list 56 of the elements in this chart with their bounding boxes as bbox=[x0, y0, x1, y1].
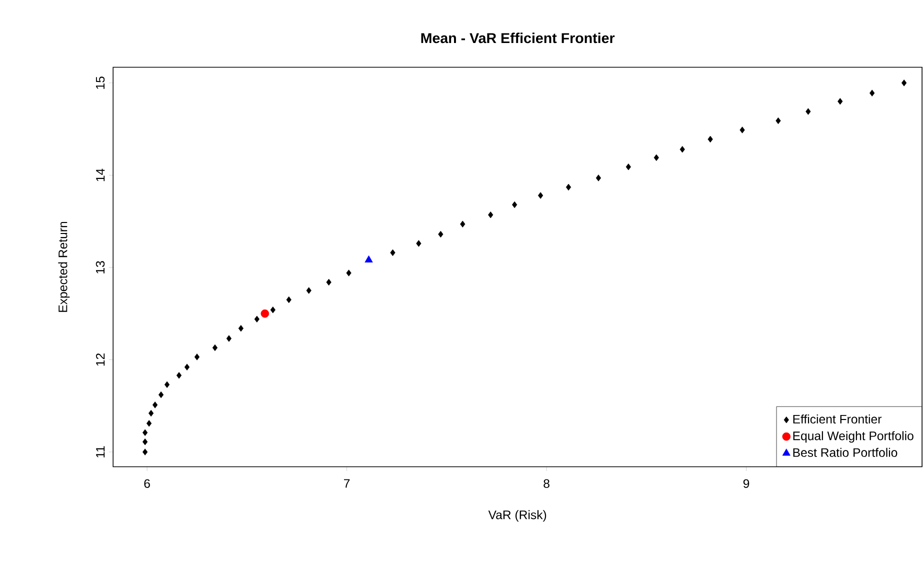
point bbox=[238, 325, 244, 332]
point bbox=[158, 392, 164, 398]
legend-label: Best Ratio Portfolio bbox=[793, 448, 898, 458]
point bbox=[838, 98, 843, 105]
point bbox=[148, 410, 154, 417]
y-tick-label: 15 bbox=[96, 76, 105, 90]
point bbox=[142, 438, 148, 446]
point bbox=[596, 174, 602, 182]
point bbox=[176, 372, 182, 379]
point bbox=[286, 296, 292, 304]
point bbox=[512, 202, 518, 208]
point bbox=[146, 420, 152, 427]
point bbox=[326, 279, 332, 286]
legend-label: Equal Weight Portfolio bbox=[793, 431, 914, 443]
point bbox=[184, 364, 190, 371]
point bbox=[680, 146, 685, 153]
point bbox=[416, 240, 422, 248]
x-tick-label: 7 bbox=[344, 479, 350, 488]
point bbox=[901, 80, 907, 86]
point bbox=[164, 381, 170, 388]
point bbox=[260, 310, 270, 318]
x-tick-label: 9 bbox=[743, 479, 750, 488]
point bbox=[626, 164, 631, 170]
point bbox=[488, 212, 494, 218]
point bbox=[566, 184, 572, 191]
point bbox=[212, 344, 218, 352]
point bbox=[364, 256, 373, 263]
point bbox=[142, 448, 148, 456]
point bbox=[538, 192, 544, 200]
y-tick-label: 13 bbox=[96, 261, 105, 274]
point bbox=[740, 126, 745, 134]
point bbox=[226, 335, 232, 342]
point bbox=[152, 402, 158, 408]
point bbox=[654, 154, 659, 162]
point bbox=[460, 220, 466, 228]
point bbox=[142, 429, 148, 436]
legend-label: Efficient Frontier bbox=[793, 414, 882, 424]
y-tick-label: 11 bbox=[96, 446, 105, 458]
point bbox=[776, 118, 781, 124]
y-axis-title: Expected Return bbox=[58, 222, 70, 312]
y-tick-label: 14 bbox=[96, 168, 105, 182]
point bbox=[306, 287, 312, 294]
x-axis-title: VaR (Risk) bbox=[488, 510, 546, 522]
point bbox=[254, 316, 260, 323]
point bbox=[438, 231, 444, 238]
point bbox=[870, 90, 875, 97]
point bbox=[346, 270, 352, 277]
point bbox=[708, 136, 713, 143]
point bbox=[194, 354, 200, 360]
x-tick-label: 6 bbox=[144, 479, 150, 488]
point bbox=[806, 108, 811, 116]
y-tick-label: 12 bbox=[96, 354, 105, 366]
point bbox=[270, 306, 276, 314]
chart-title: Mean - VaR Efficient Frontier bbox=[421, 32, 615, 44]
point bbox=[390, 250, 396, 256]
x-tick-label: 8 bbox=[544, 479, 550, 488]
